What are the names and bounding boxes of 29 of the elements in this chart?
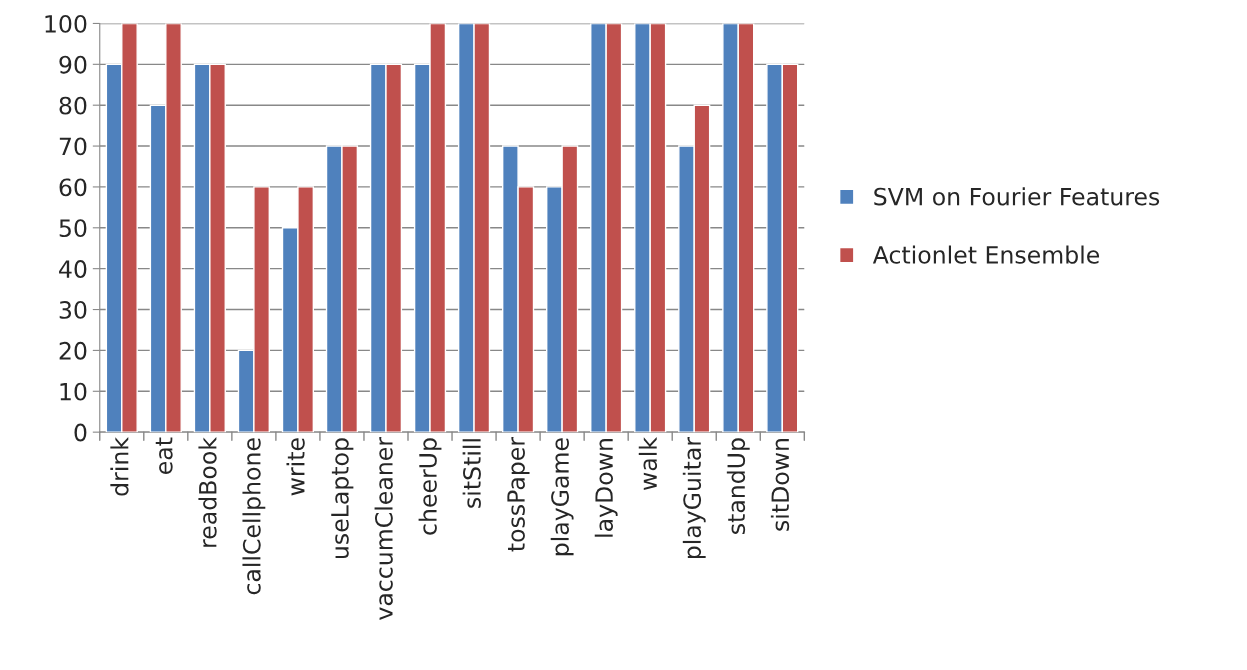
x-tick-label: eat [155,437,173,474]
y-tick-label: 10 [60,382,87,401]
legend-label: Actionlet Ensemble [872,245,1100,264]
x-tick-label: layDown [594,439,618,537]
y-tick-label: 60 [59,178,87,197]
y-tick-label: 50 [59,219,87,238]
x-tick-label: drink [110,437,129,496]
x-tick-label: cheerUp [418,438,442,535]
x-tick-label: sitDown [770,439,790,531]
x-tick-label: sitStill [462,439,481,508]
y-tick-label: 100 [45,14,87,33]
x-tick-label: tossPaper [507,437,530,552]
legend-label: SVM on Fourier Features [874,187,1160,206]
x-tick-label: readBook [198,437,217,547]
y-tick-label: 70 [59,137,87,156]
x-tick-label: walk [638,437,658,491]
y-tick-label: 90 [59,55,87,74]
y-tick-label: 0 [74,423,87,442]
x-tick-label: vaccumCleaner [374,437,393,620]
x-tick-label: callCellphone [242,438,266,595]
x-tick-label: useLaptop [331,438,354,559]
x-tick-label: standUp [726,438,750,534]
y-tick-label: 80 [59,96,87,115]
y-tick-label: 20 [59,341,87,360]
y-tick-label: 40 [59,260,87,278]
x-tick-label: playGuitar [682,437,706,559]
x-tick-label: playGame [550,438,574,556]
x-tick-label: write [286,438,305,496]
y-tick-label: 30 [59,300,87,319]
